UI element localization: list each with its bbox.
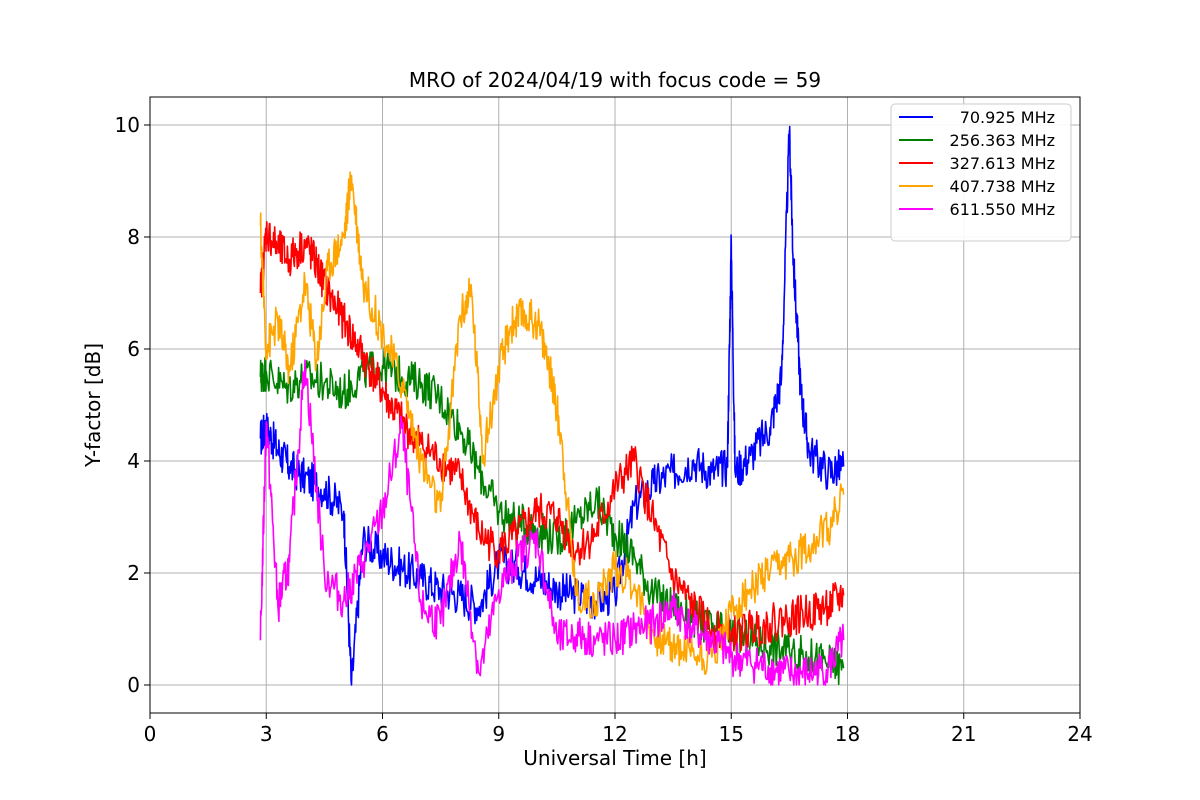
legend-box bbox=[890, 103, 1072, 242]
x-tick-label: 24 bbox=[1067, 722, 1092, 746]
x-axis-label: Universal Time [h] bbox=[523, 746, 706, 770]
y-tick-label: 2 bbox=[127, 561, 140, 585]
legend-label: 611.550 MHz bbox=[950, 200, 1055, 219]
y-tick-label: 10 bbox=[115, 113, 140, 137]
legend-label: 256.363 MHz bbox=[950, 131, 1055, 150]
y-tick-label: 4 bbox=[127, 449, 140, 473]
legend-label: 327.613 MHz bbox=[950, 154, 1055, 173]
x-tick-label: 21 bbox=[951, 722, 976, 746]
x-tick-label: 6 bbox=[376, 722, 389, 746]
x-tick-label: 18 bbox=[835, 722, 860, 746]
legend-label: 70.925 MHz bbox=[960, 108, 1055, 127]
legend: 70.925 MHz 256.363 MHz 327.613 MHz 407.738 … bbox=[890, 103, 1072, 242]
x-tick-label: 3 bbox=[260, 722, 273, 746]
x-tick-label: 15 bbox=[719, 722, 744, 746]
plot-area bbox=[259, 125, 845, 686]
x-tick-label: 12 bbox=[602, 722, 627, 746]
x-tick-label: 9 bbox=[492, 722, 505, 746]
series-line-2 bbox=[259, 221, 845, 654]
chart-title: MRO of 2024/04/19 with focus code = 59 bbox=[409, 68, 821, 92]
series-line-4 bbox=[259, 359, 845, 686]
legend-label: 407.738 MHz bbox=[950, 177, 1055, 196]
y-tick-label: 0 bbox=[127, 673, 140, 697]
series-lines bbox=[259, 125, 845, 686]
series-line-3 bbox=[259, 171, 845, 675]
y-axis-label: Y-factor [dB] bbox=[81, 343, 105, 468]
y-tick-label: 6 bbox=[127, 337, 140, 361]
y-tick-label: 8 bbox=[127, 225, 140, 249]
x-tick-label: 0 bbox=[144, 722, 157, 746]
